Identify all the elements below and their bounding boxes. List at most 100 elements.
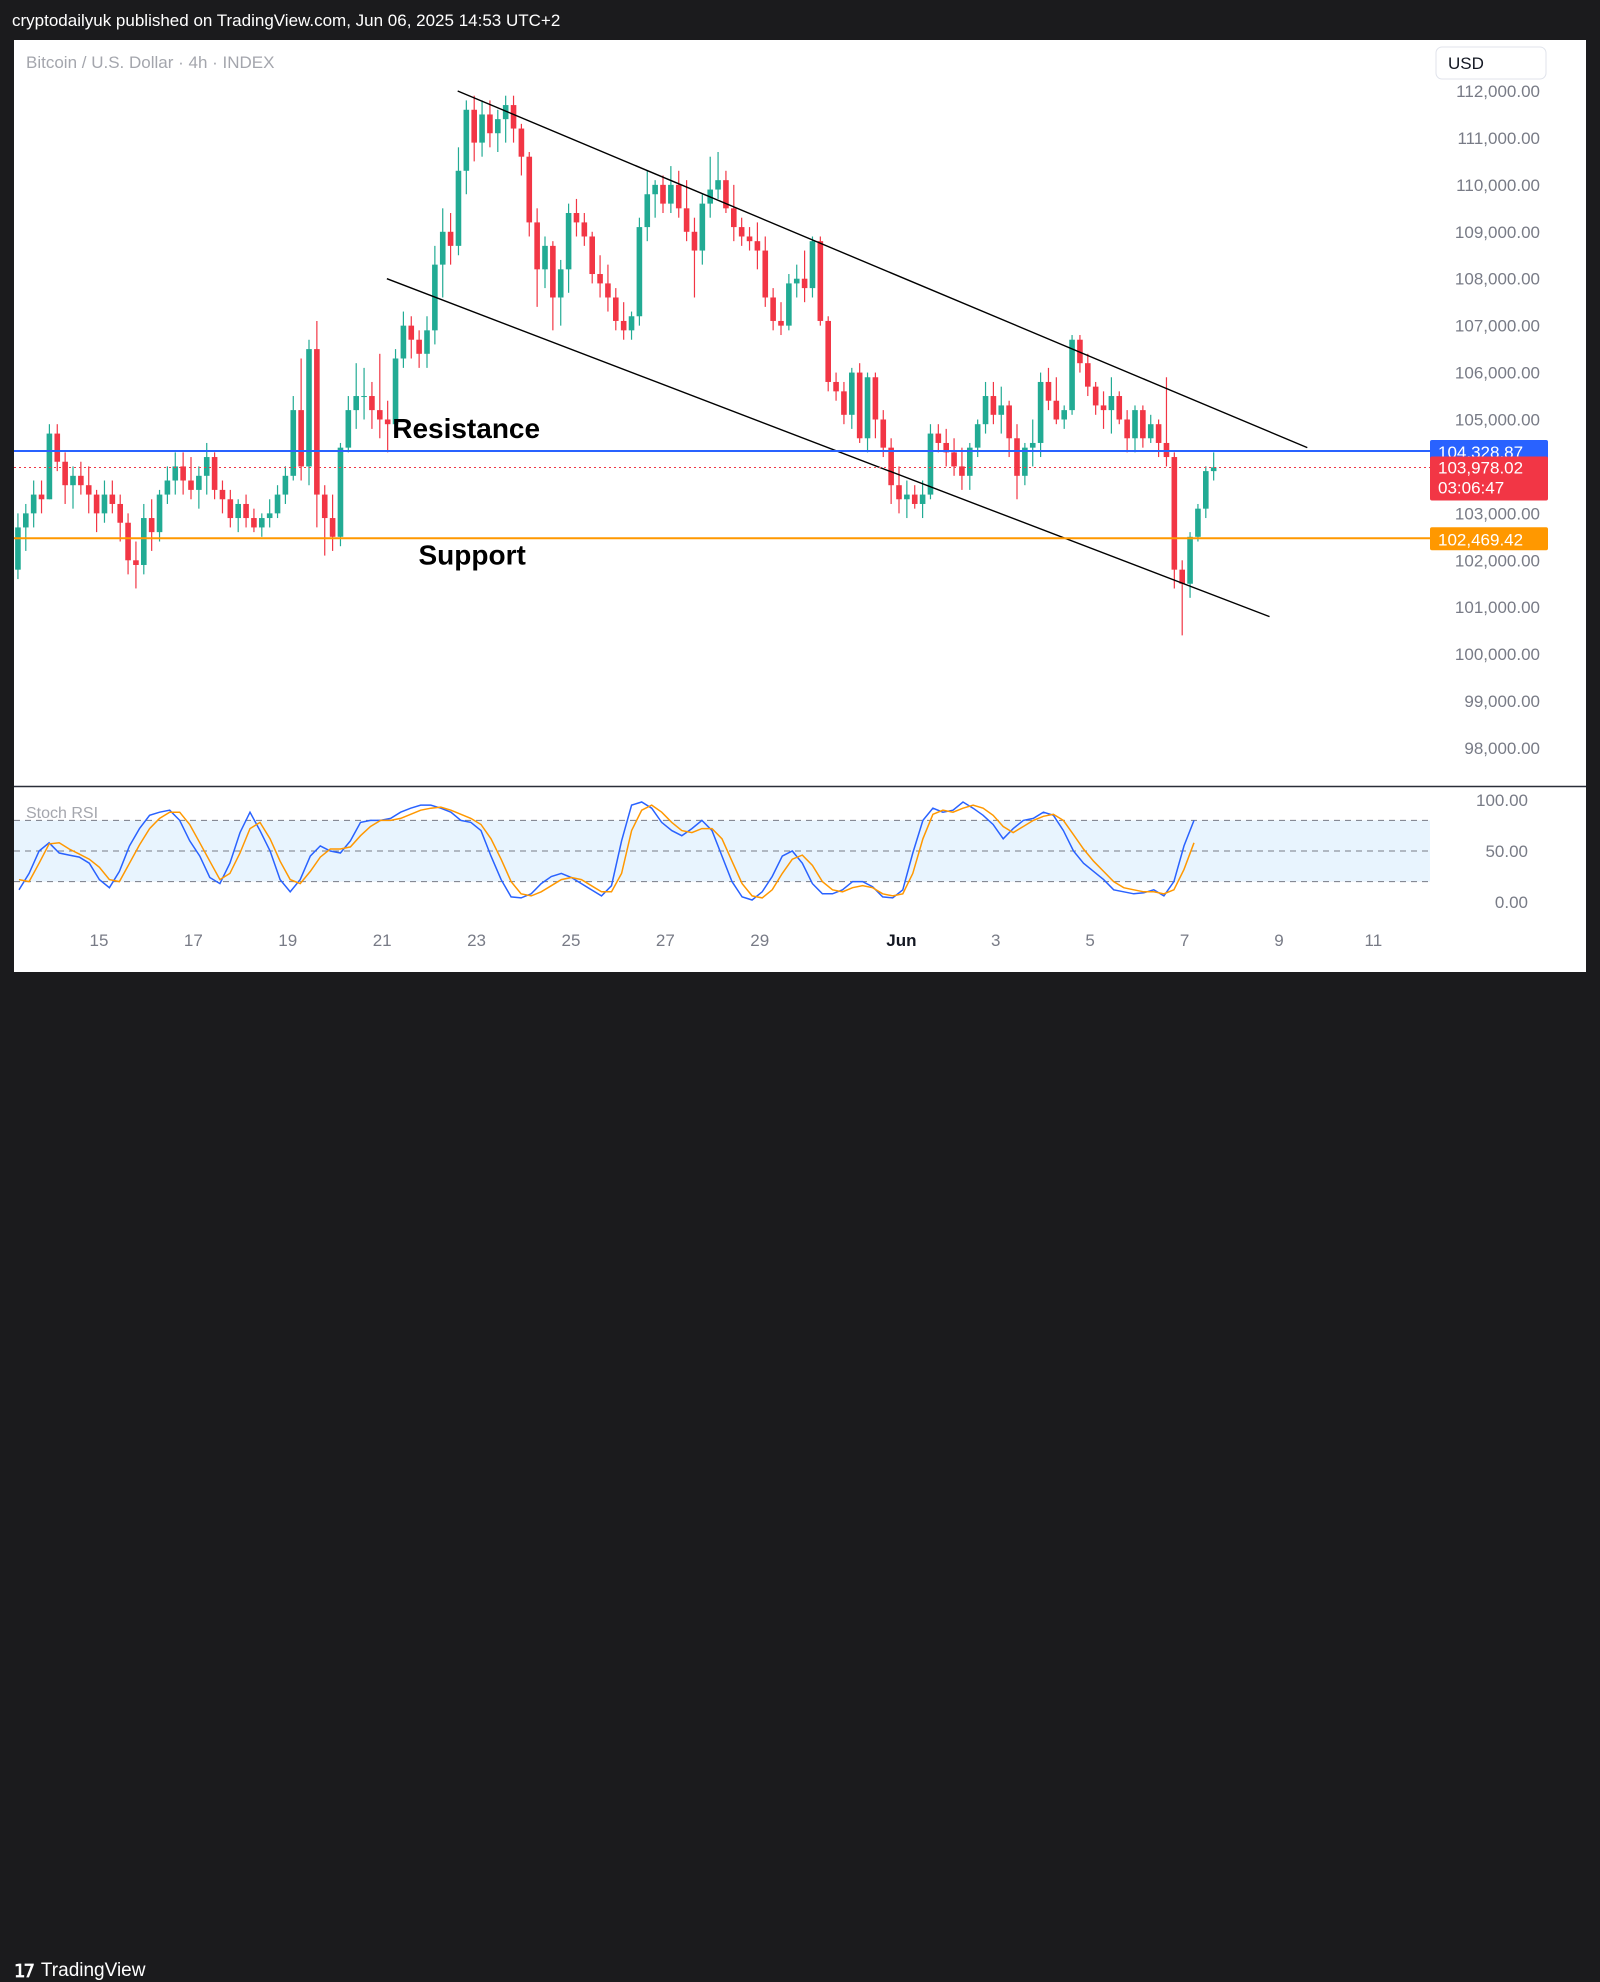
- candle-up: [1132, 410, 1138, 439]
- footer-bar: 𝟣𝟩 TradingView: [0, 972, 1600, 1981]
- candle-down: [1014, 438, 1020, 476]
- candle-down: [518, 128, 525, 157]
- candle-down: [1006, 405, 1012, 439]
- candle-up: [259, 518, 265, 528]
- candle-up: [141, 518, 147, 565]
- price-tick-label: 101,000.00: [1455, 598, 1540, 617]
- candle-up: [101, 494, 108, 514]
- candle-down: [691, 231, 698, 251]
- candle-up: [479, 114, 485, 143]
- candle-down: [447, 231, 454, 246]
- candle-down: [770, 297, 776, 321]
- candle-down: [62, 461, 68, 486]
- x-tick-label: 25: [561, 931, 580, 950]
- candle-down: [117, 503, 123, 523]
- candle-down: [93, 494, 100, 514]
- support-price-tag-label: 102,469.42: [1438, 530, 1523, 549]
- candle-down: [573, 213, 580, 223]
- candle-up: [455, 170, 462, 246]
- candle-down: [85, 485, 92, 495]
- price-tick-label: 103,000.00: [1455, 504, 1540, 523]
- candle-up: [864, 377, 871, 439]
- candle-down: [369, 396, 375, 411]
- last-price-label: 103,978.02: [1438, 458, 1523, 477]
- candle-up: [927, 433, 934, 495]
- candle-down: [180, 466, 186, 481]
- stoch-rsi-d-line: [18, 804, 1195, 899]
- candle-down: [109, 494, 116, 504]
- price-tick-label: 112,000.00: [1456, 82, 1540, 101]
- candle-up: [919, 494, 926, 504]
- candle-down: [597, 274, 603, 284]
- x-tick-label: 27: [656, 931, 675, 950]
- candle-down: [1116, 396, 1123, 420]
- candle-up: [1069, 339, 1075, 411]
- candle-up: [361, 396, 367, 398]
- candle-up: [636, 227, 643, 317]
- candle-down: [872, 377, 879, 420]
- candle-up: [904, 494, 910, 500]
- candle-down: [384, 419, 391, 425]
- candle-down: [833, 381, 839, 392]
- stoch-rsi-tick-label: 100.00: [1476, 791, 1528, 810]
- candle-down: [581, 222, 588, 237]
- candle-up: [967, 447, 973, 476]
- candle-up: [156, 494, 163, 533]
- candle-down: [1045, 381, 1052, 401]
- candle-up: [1022, 447, 1028, 476]
- candle-down: [251, 518, 257, 528]
- candle-down: [817, 241, 824, 321]
- candle-down: [526, 156, 533, 223]
- chart-svg[interactable]: Bitcoin / U.S. Dollar · 4h · INDEX USD112…: [0, 0, 1600, 1024]
- x-tick-label: 21: [373, 931, 392, 950]
- tradingview-logo[interactable]: 𝟣𝟩 TradingView: [14, 1960, 145, 1982]
- candle-up: [400, 325, 407, 359]
- stoch-rsi-tick-label: 50.00: [1485, 842, 1528, 861]
- price-tick-label: 100,000.00: [1455, 645, 1540, 664]
- candle-up: [266, 513, 273, 519]
- candle-down: [329, 518, 336, 537]
- candle-up: [849, 372, 855, 415]
- candle-up: [15, 527, 21, 570]
- candle-down: [243, 503, 249, 519]
- candle-down: [550, 245, 556, 298]
- candle-up: [565, 213, 572, 270]
- candle-down: [935, 433, 942, 443]
- candle-down: [943, 442, 949, 453]
- candle-down: [675, 184, 682, 209]
- candle-down: [605, 283, 611, 298]
- price-tick-label: 108,000.00: [1455, 270, 1540, 289]
- price-tick-label: 98,000.00: [1464, 739, 1540, 758]
- candle-up: [235, 503, 241, 519]
- price-tick-label: 99,000.00: [1464, 692, 1540, 711]
- candle-down: [746, 236, 753, 242]
- tradingview-brand: TradingView: [40, 1960, 146, 1981]
- candle-up: [557, 269, 564, 298]
- candle-up: [439, 231, 446, 265]
- candle-down: [801, 278, 808, 289]
- candle-up: [809, 241, 816, 289]
- x-tick-label: 23: [467, 931, 486, 950]
- candle-down: [377, 410, 383, 420]
- price-tick-label: 109,000.00: [1455, 223, 1540, 242]
- candle-up: [495, 119, 501, 134]
- candle-up: [974, 424, 981, 448]
- annotation-resistance: Resistance: [392, 413, 540, 444]
- candle-up: [502, 105, 509, 120]
- candle-down: [738, 227, 745, 237]
- candle-down: [416, 339, 422, 354]
- x-tick-label: 15: [89, 931, 108, 950]
- candle-down: [762, 250, 769, 298]
- candle-up: [164, 480, 171, 495]
- candle-down: [660, 184, 666, 204]
- price-tick-label: 111,000.00: [1457, 129, 1540, 148]
- candle-up: [1061, 410, 1067, 420]
- candle-down: [723, 180, 729, 209]
- candle-up: [306, 349, 312, 467]
- candle-down: [731, 208, 737, 228]
- candle-down: [990, 396, 997, 415]
- stoch-rsi-k-line: [18, 801, 1195, 901]
- candle-up: [282, 475, 289, 495]
- candle-down: [510, 105, 517, 129]
- annotation-support: Support: [419, 540, 526, 571]
